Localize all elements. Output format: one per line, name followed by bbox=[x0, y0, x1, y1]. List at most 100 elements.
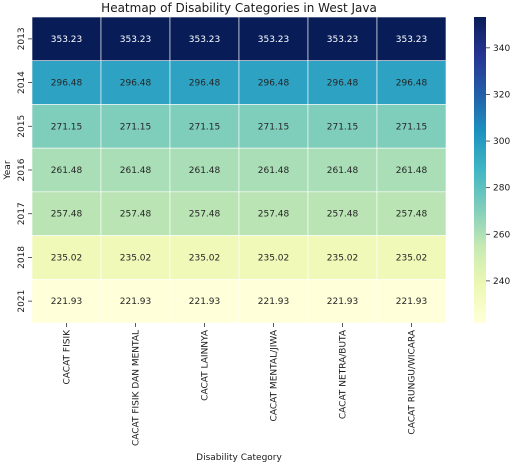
heatmap-cell bbox=[100, 147, 171, 193]
y-tick-label: 2021 bbox=[17, 290, 27, 313]
heatmap-cell bbox=[376, 191, 447, 236]
cell-value-label: 353.23 bbox=[120, 35, 152, 45]
heatmap-cell bbox=[238, 104, 309, 149]
heatmap-cell bbox=[100, 60, 171, 105]
heatmap-cell bbox=[376, 16, 447, 62]
heatmap-cell bbox=[31, 278, 102, 324]
cell-value-label: 296.48 bbox=[258, 79, 290, 89]
cell-value-label: 235.02 bbox=[327, 253, 359, 263]
heatmap-cell bbox=[169, 147, 240, 193]
cell-value-label: 257.48 bbox=[327, 210, 359, 220]
heatmap-cell bbox=[169, 104, 240, 149]
cell-value-label: 271.15 bbox=[396, 122, 428, 132]
cell-value-label: 221.93 bbox=[258, 297, 290, 307]
chart-title: Heatmap of Disability Categories in West… bbox=[101, 1, 377, 15]
heatmap-cell bbox=[100, 104, 171, 149]
heatmap-cell bbox=[100, 16, 171, 62]
cell-value-label: 221.93 bbox=[327, 297, 359, 307]
cell-value-label: 257.48 bbox=[120, 210, 152, 220]
cell-value-label: 235.02 bbox=[120, 253, 152, 263]
cell-value-label: 261.48 bbox=[51, 166, 83, 176]
colorbar-ticks: 240 260 280 300 320 340 bbox=[486, 44, 510, 287]
cell-value-label: 353.23 bbox=[396, 35, 428, 45]
colorbar-tick-label: 260 bbox=[493, 230, 510, 240]
heatmap-cell bbox=[238, 16, 309, 62]
heatmap-cell bbox=[376, 60, 447, 105]
cell-value-label: 296.48 bbox=[51, 79, 83, 89]
cell-value-label: 261.48 bbox=[120, 166, 152, 176]
cell-value-label: 257.48 bbox=[189, 210, 221, 220]
y-tick-label: 2017 bbox=[17, 202, 27, 225]
x-tick-labels: CACAT FISIK CACAT FISIK DAN MENTAL CACAT L… bbox=[63, 323, 418, 446]
heatmap-cell bbox=[307, 16, 378, 62]
colorbar-tick-label: 300 bbox=[493, 137, 510, 147]
heatmap-cell bbox=[307, 235, 378, 280]
heatmap-cell bbox=[31, 147, 102, 193]
cell-value-label: 296.48 bbox=[189, 79, 221, 89]
y-tick-label: 2018 bbox=[17, 246, 27, 269]
x-axis-label: Disability Category bbox=[196, 453, 282, 463]
colorbar-tick-label: 340 bbox=[493, 44, 510, 54]
heatmap-cell bbox=[238, 60, 309, 105]
y-tick-label: 2015 bbox=[17, 115, 27, 138]
cell-value-label: 257.48 bbox=[51, 210, 83, 220]
x-tick-label: CACAT LAINNYA bbox=[201, 329, 211, 401]
cell-value-label: 271.15 bbox=[258, 122, 290, 132]
cell-value-label: 221.93 bbox=[396, 297, 428, 307]
cell-value-label: 353.23 bbox=[189, 35, 221, 45]
colorbar bbox=[474, 17, 486, 323]
heatmap-cells: 353.23 353.23 353.23 353.23 353.23 353.23 296.… bbox=[31, 16, 447, 324]
heatmap-cell bbox=[31, 235, 102, 280]
colorbar-tick-label: 320 bbox=[493, 90, 510, 100]
cell-value-label: 271.15 bbox=[327, 122, 359, 132]
y-tick-label: 2013 bbox=[17, 27, 27, 50]
cell-value-label: 235.02 bbox=[258, 253, 290, 263]
cell-value-label: 221.93 bbox=[51, 297, 83, 307]
cell-value-label: 261.48 bbox=[396, 166, 428, 176]
heatmap-cell bbox=[307, 191, 378, 236]
heatmap-cell bbox=[169, 278, 240, 324]
heatmap-cell bbox=[169, 191, 240, 236]
cell-value-label: 257.48 bbox=[258, 210, 290, 220]
heatmap-cell bbox=[307, 147, 378, 193]
cell-value-label: 221.93 bbox=[120, 297, 152, 307]
heatmap-cell bbox=[238, 278, 309, 324]
heatmap-cell bbox=[307, 104, 378, 149]
heatmap-cell bbox=[100, 278, 171, 324]
cell-value-label: 261.48 bbox=[258, 166, 290, 176]
cell-value-label: 221.93 bbox=[189, 297, 221, 307]
x-tick-label: CACAT FISIK DAN MENTAL bbox=[132, 330, 142, 446]
heatmap-cell bbox=[169, 16, 240, 62]
colorbar-tick-label: 280 bbox=[493, 184, 510, 194]
y-tick-label: 2014 bbox=[17, 71, 27, 94]
x-tick-label: CACAT NETRA/BUTA bbox=[339, 329, 349, 419]
heatmap-cell bbox=[238, 147, 309, 193]
cell-value-label: 353.23 bbox=[327, 35, 359, 45]
cell-value-label: 296.48 bbox=[396, 79, 428, 89]
cell-value-label: 235.02 bbox=[189, 253, 221, 263]
cell-value-label: 296.48 bbox=[327, 79, 359, 89]
x-tick-label: CACAT FISIK bbox=[63, 329, 73, 385]
cell-value-label: 271.15 bbox=[120, 122, 152, 132]
heatmap-cell bbox=[31, 191, 102, 236]
cell-value-label: 353.23 bbox=[51, 35, 83, 45]
cell-value-label: 353.23 bbox=[258, 35, 290, 45]
y-tick-label: 2016 bbox=[17, 158, 27, 181]
heatmap-cell bbox=[376, 235, 447, 280]
cell-value-label: 235.02 bbox=[51, 253, 83, 263]
cell-value-label: 296.48 bbox=[120, 79, 152, 89]
heatmap-cell bbox=[31, 16, 102, 62]
cell-value-label: 271.15 bbox=[51, 122, 83, 132]
y-axis-label: Year bbox=[3, 160, 13, 180]
heatmap-cell bbox=[376, 104, 447, 149]
cell-value-label: 257.48 bbox=[396, 210, 428, 220]
cell-value-label: 261.48 bbox=[189, 166, 221, 176]
heatmap-cell bbox=[31, 104, 102, 149]
cell-value-label: 261.48 bbox=[327, 166, 359, 176]
x-tick-label: CACAT RUNGU/WICARA bbox=[408, 329, 418, 434]
heatmap-cell bbox=[376, 278, 447, 324]
cell-value-label: 235.02 bbox=[396, 253, 428, 263]
y-tick-labels: 2013 2014 2015 2016 2017 2018 2021 bbox=[17, 27, 32, 313]
colorbar-tick-label: 240 bbox=[493, 277, 510, 287]
heatmap-cell bbox=[238, 191, 309, 236]
